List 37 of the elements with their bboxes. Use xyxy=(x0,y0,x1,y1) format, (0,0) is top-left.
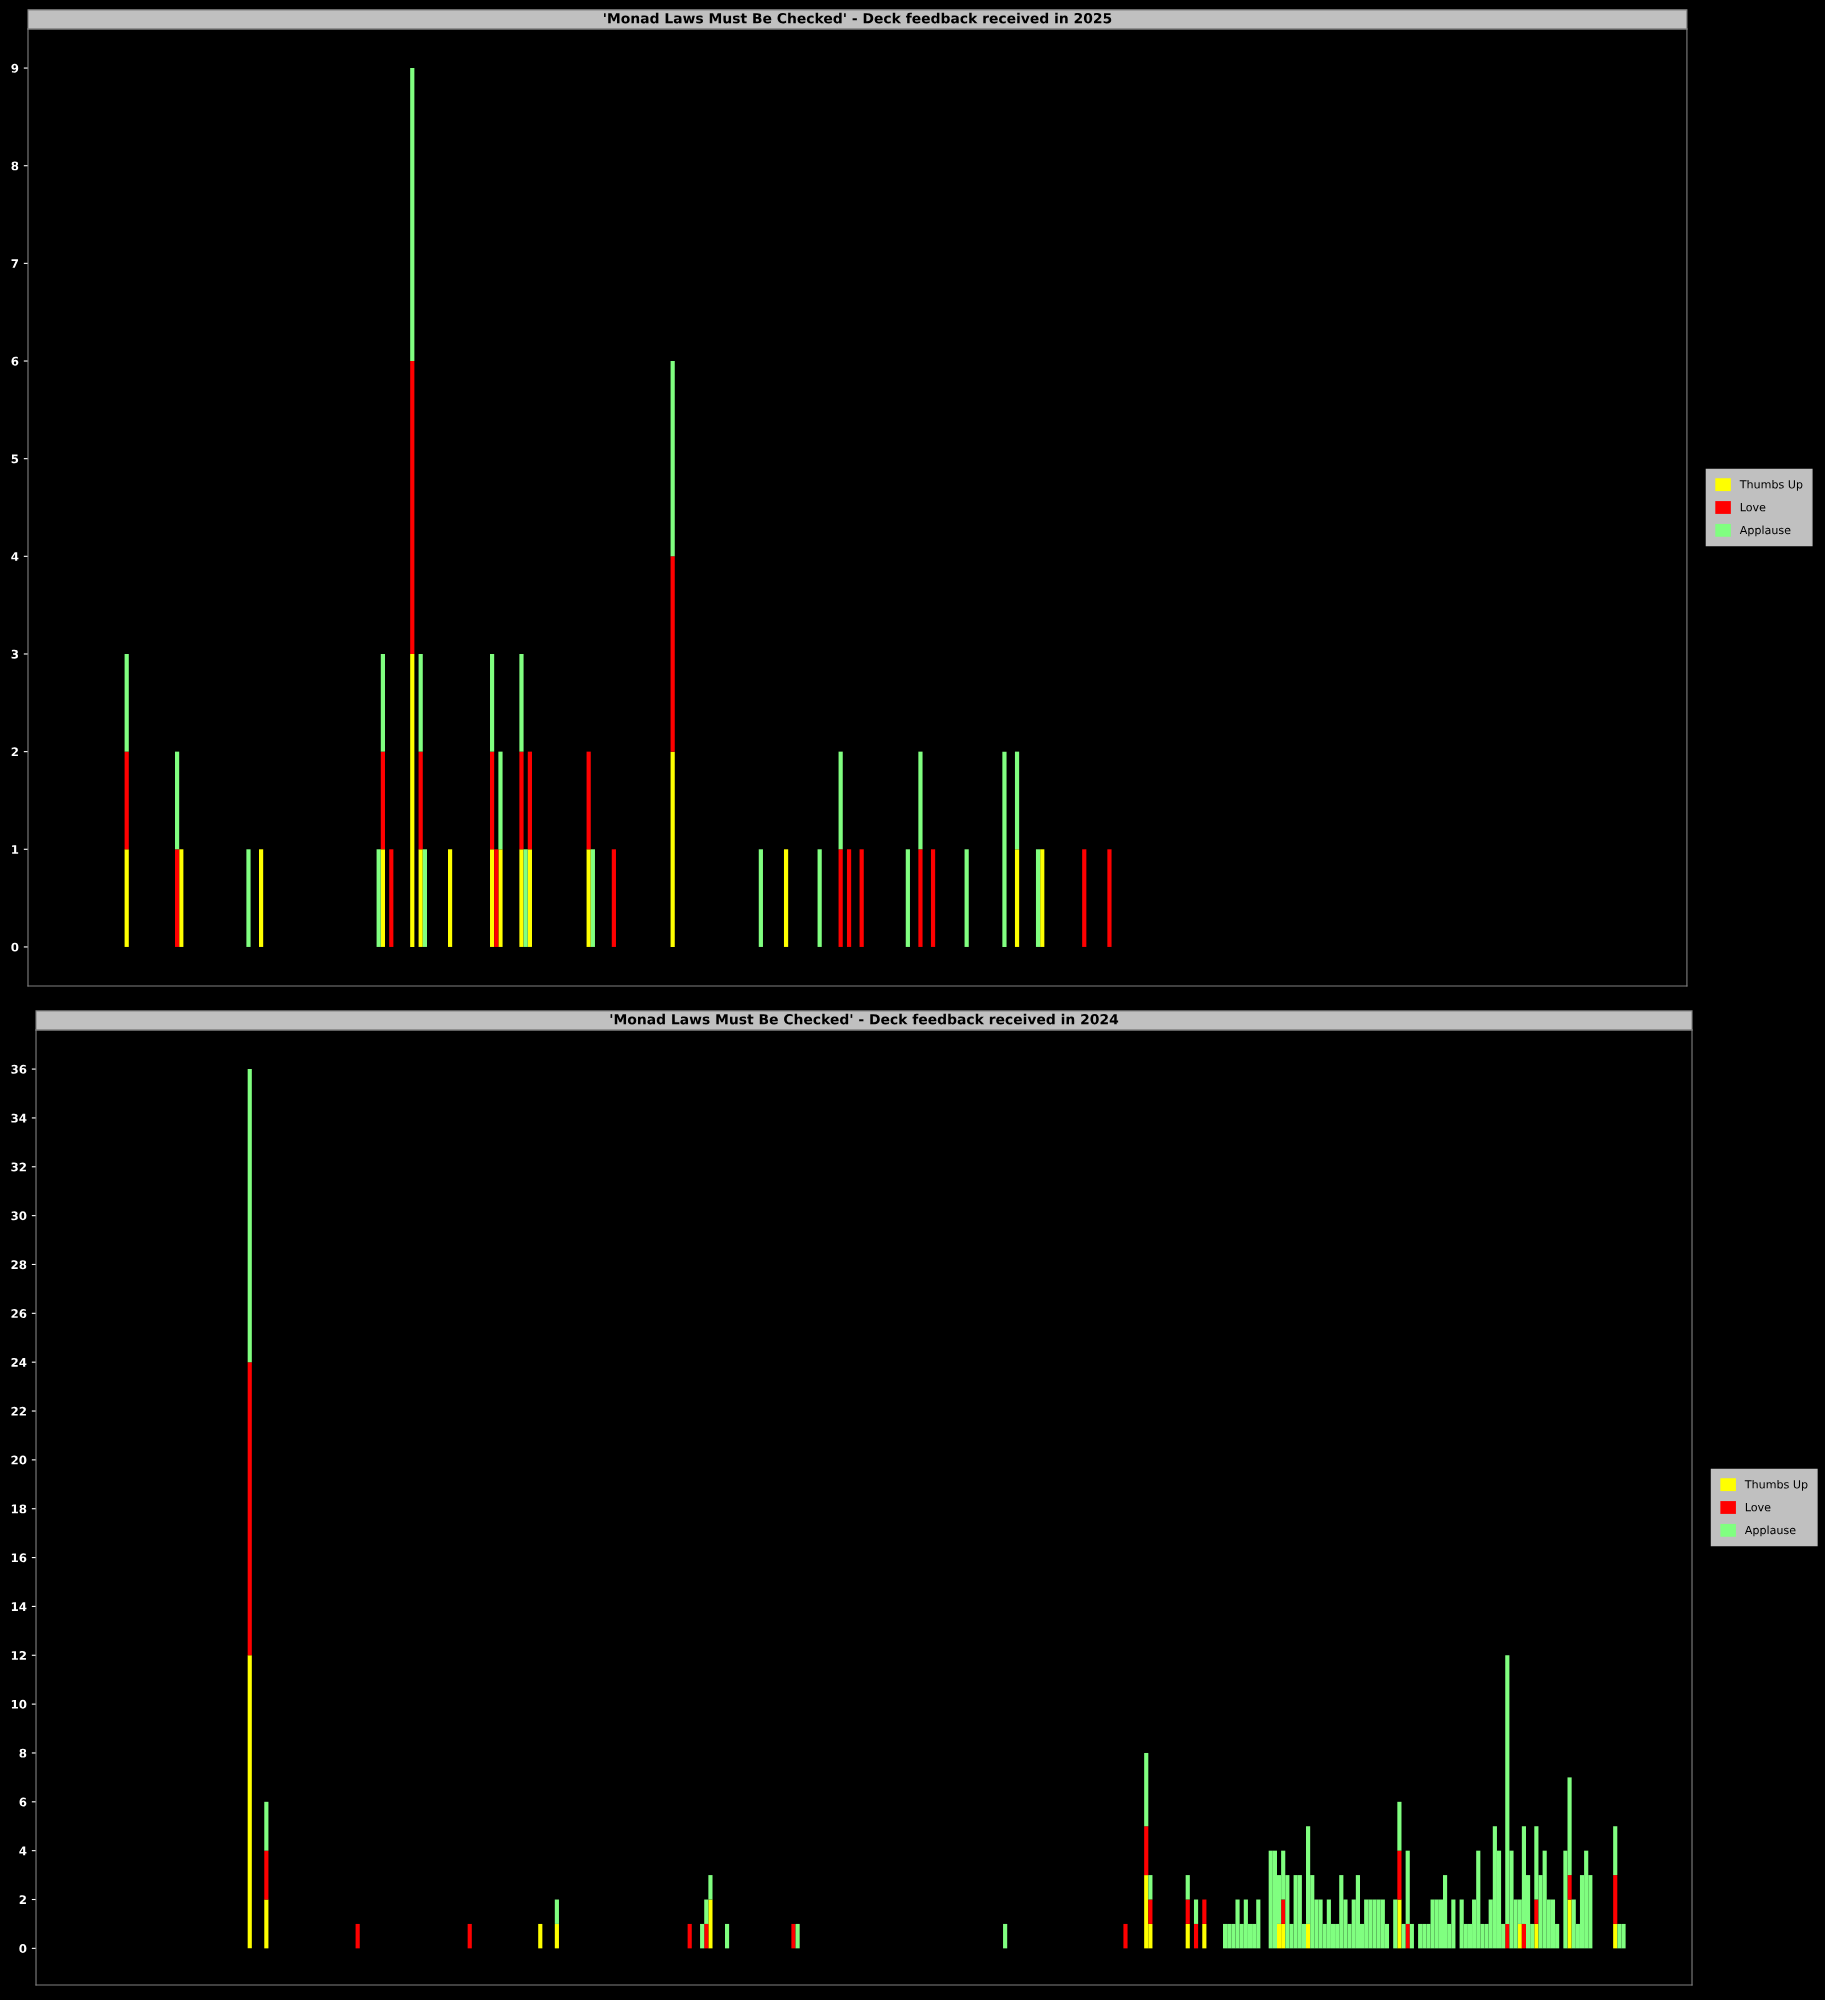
legend-label: Thumbs Up xyxy=(1739,479,1803,491)
y-tick-label: 14 xyxy=(11,1602,27,1611)
y-tick-label: 0 xyxy=(11,942,19,952)
y-tick-label: 20 xyxy=(11,1455,27,1465)
y-tick-label: 22 xyxy=(11,1406,26,1416)
y-tick-label: 0 xyxy=(19,1944,27,1954)
legend-label: Applause xyxy=(1744,1525,1796,1537)
y-tick-label: 8 xyxy=(19,1748,27,1758)
y-tick-label: 30 xyxy=(11,1211,27,1221)
chart-title: 'Monad Laws Must Be Checked' - Deck feedback received in 2025 xyxy=(604,12,1112,24)
y-tick-label: 2 xyxy=(19,1895,26,1904)
legend-label: Love xyxy=(1745,1503,1771,1512)
legend-label: Love xyxy=(1740,503,1766,512)
y-tick-label: 6 xyxy=(19,1797,27,1807)
y-tick-label: 10 xyxy=(11,1699,27,1709)
y-tick-label: 2 xyxy=(11,747,18,757)
y-tick-label: 18 xyxy=(11,1504,27,1514)
y-tick-label: 3 xyxy=(11,649,19,659)
y-tick-label: 9 xyxy=(11,63,19,73)
y-tick-label: 12 xyxy=(11,1650,26,1660)
y-tick-label: 24 xyxy=(11,1357,27,1367)
y-tick-label: 6 xyxy=(11,356,19,366)
legend-label: Thumbs Up xyxy=(1744,1479,1808,1491)
legend-label: Applause xyxy=(1739,525,1791,537)
y-tick-label: 8 xyxy=(11,161,19,171)
y-tick-label: 36 xyxy=(11,1064,27,1074)
chart-title: 'Monad Laws Must Be Checked' - Deck feedback received in 2024 xyxy=(610,1013,1119,1025)
y-tick-label: 4 xyxy=(11,552,19,561)
y-tick-label: 28 xyxy=(11,1260,27,1270)
y-tick-label: 16 xyxy=(11,1553,27,1563)
y-tick-label: 32 xyxy=(11,1162,26,1172)
y-tick-label: 34 xyxy=(11,1113,27,1123)
y-tick-label: 7 xyxy=(11,259,19,268)
y-tick-label: 1 xyxy=(12,845,19,854)
y-tick-label: 4 xyxy=(19,1846,27,1856)
y-tick-label: 5 xyxy=(11,454,19,464)
y-tick-label: 26 xyxy=(11,1309,27,1318)
